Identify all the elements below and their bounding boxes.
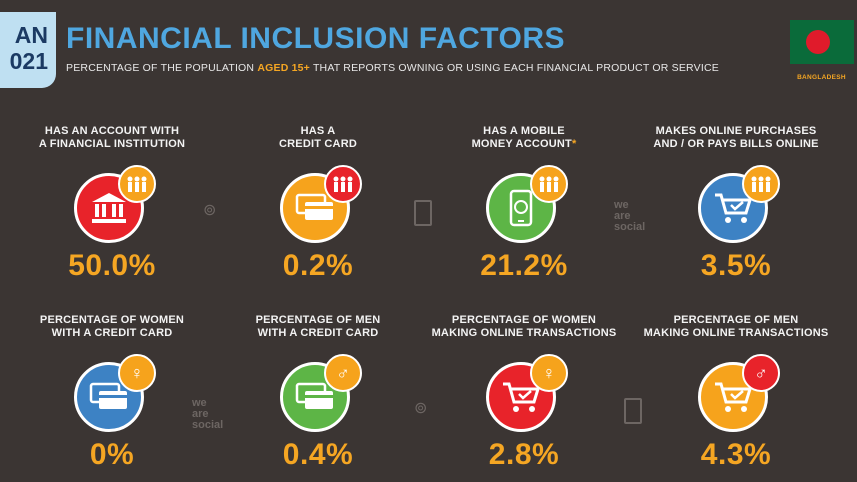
stat-label: PERCENTAGE OF WOMEN WITH A CREDIT CARD: [39, 314, 185, 339]
stat-value: 0.2%: [282, 249, 354, 282]
stat-value: 50.0%: [68, 249, 156, 282]
stat-label: HAS A CREDIT CARD: [279, 125, 357, 150]
stat-label: HAS AN ACCOUNT WITH A FINANCIAL INSTITUTI…: [38, 125, 186, 150]
subtitle-pre: PERCENTAGE OF THE POPULATION: [66, 62, 258, 74]
stat-label: PERCENTAGE OF WOMEN MAKING ONLINE TRANSAC…: [431, 314, 617, 339]
hootsuite-watermark-icon: ⊚: [203, 202, 217, 219]
country-label: BANGLADESH: [797, 74, 846, 81]
date-line-1: AN: [14, 22, 48, 48]
stat-cell-women-credit-card: PERCENTAGE OF WOMEN WITH A CREDIT CARD ♀ …: [12, 314, 212, 472]
stat-value: 21.2%: [480, 249, 568, 282]
stat-label: MAKES ONLINE PURCHASES AND / OR PAYS BILL…: [653, 125, 819, 150]
credit-card-icon: [74, 362, 144, 432]
stat-value: 3.5%: [700, 249, 772, 282]
female-icon: ♀: [530, 354, 568, 392]
stat-label: HAS A MOBILE MONEY ACCOUNT*: [471, 125, 577, 150]
male-icon: ♂: [324, 354, 362, 392]
page-title: FINANCIAL INCLUSION FACTORS: [66, 22, 566, 55]
stat-cell-women-online: PERCENTAGE OF WOMEN MAKING ONLINE TRANSAC…: [424, 314, 624, 472]
bangladesh-flag-icon: [789, 20, 854, 64]
credit-card-icon: [280, 362, 350, 432]
stat-cell-men-credit-card: PERCENTAGE OF MEN WITH A CREDIT CARD ♂ 0.…: [218, 314, 418, 472]
people-icon: [118, 165, 156, 203]
hootsuite-watermark-icon: ⊚: [414, 400, 428, 417]
stat-cell-account: HAS AN ACCOUNT WITH A FINANCIAL INSTITUTI…: [12, 125, 212, 283]
kepios-watermark-icon: [624, 398, 642, 424]
shopping-cart-icon: [698, 362, 768, 432]
stat-value: 0%: [89, 438, 135, 471]
date-line-2: 021: [9, 48, 48, 74]
stat-value: 2.8%: [488, 438, 560, 471]
stat-label: PERCENTAGE OF MEN MAKING ONLINE TRANSACTI…: [643, 314, 829, 339]
subtitle-highlight: AGED 15+: [257, 62, 311, 74]
female-icon: ♀: [118, 354, 156, 392]
we-are-social-watermark: we are social: [614, 199, 646, 233]
stat-value: 0.4%: [282, 438, 354, 471]
stat-label: PERCENTAGE OF MEN WITH A CREDIT CARD: [255, 314, 381, 339]
people-icon: [742, 165, 780, 203]
page-subtitle: PERCENTAGE OF THE POPULATION AGED 15+ TH…: [66, 62, 719, 74]
we-are-social-watermark: we are social: [192, 397, 224, 431]
stat-cell-men-online: PERCENTAGE OF MEN MAKING ONLINE TRANSACTI…: [636, 314, 836, 472]
people-icon: [530, 165, 568, 203]
stat-value: 4.3%: [700, 438, 772, 471]
kepios-watermark-icon: [414, 200, 432, 226]
country-flag-box: BANGLADESH: [786, 20, 857, 90]
credit-card-icon: [280, 173, 350, 243]
people-icon: [324, 165, 362, 203]
subtitle-post: THAT REPORTS OWNING OR USING EACH FINANC…: [310, 62, 719, 74]
stat-cell-credit-card: HAS A CREDIT CARD 0.2%: [218, 125, 418, 283]
date-tab: AN 021: [0, 12, 56, 88]
stat-cell-online-purchases: MAKES ONLINE PURCHASES AND / OR PAYS BILL…: [636, 125, 836, 283]
stat-cell-mobile-money: HAS A MOBILE MONEY ACCOUNT* 21.2%: [424, 125, 624, 283]
male-icon: ♂: [742, 354, 780, 392]
